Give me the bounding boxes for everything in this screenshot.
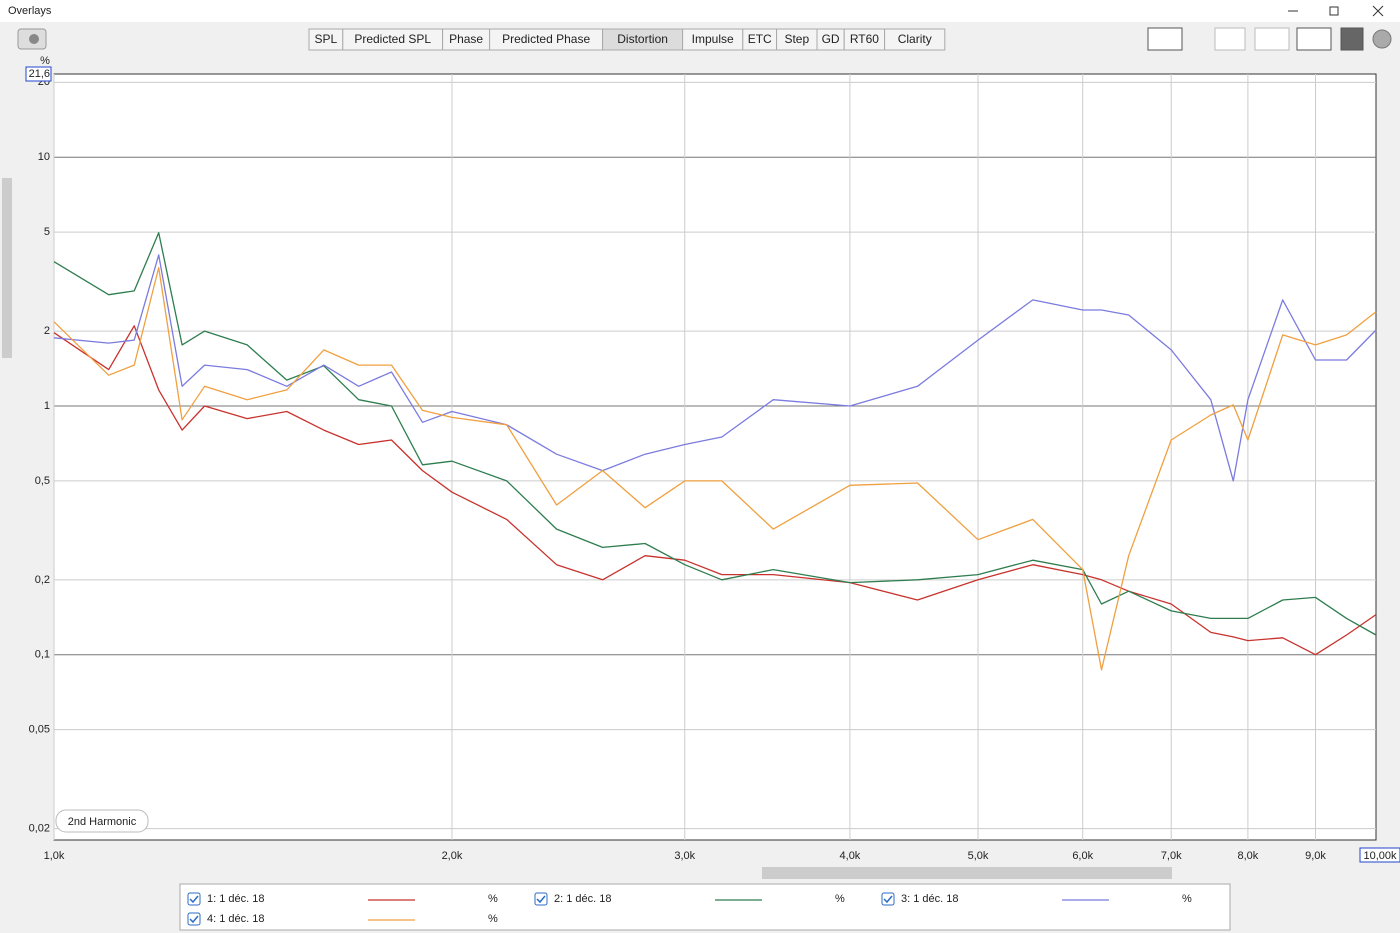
x-tick-label: 9,0k — [1305, 850, 1326, 862]
plot-area — [53, 73, 1377, 841]
legend-unit: % — [488, 913, 498, 925]
y-tick-label: 2 — [44, 325, 50, 337]
settings-button[interactable] — [1372, 29, 1392, 49]
legend-name: 4: 1 déc. 18 — [207, 913, 265, 925]
tab-label[interactable]: Distortion — [617, 32, 668, 46]
series-line — [53, 325, 1377, 656]
legend-check[interactable] — [536, 895, 546, 904]
close[interactable] — [1372, 5, 1384, 17]
y-tick-label: 0,05 — [29, 724, 50, 736]
trace-arrange-button[interactable] — [1147, 27, 1183, 51]
x-tick-label: 8,0k — [1237, 850, 1258, 862]
restore[interactable] — [1329, 6, 1339, 16]
x-max-box — [1359, 847, 1400, 863]
annotation-box — [55, 809, 149, 833]
tab-label[interactable]: Predicted SPL — [354, 32, 431, 46]
x-tick-label: 4,0k — [840, 850, 861, 862]
layout-button[interactable] — [1214, 27, 1246, 51]
series-line — [53, 254, 1377, 482]
tab-label[interactable]: Phase — [449, 32, 483, 46]
tab-label[interactable]: RT60 — [850, 32, 879, 46]
tab[interactable]: GD — [816, 28, 845, 51]
annotation: 2nd Harmonic — [68, 816, 137, 828]
legend-unit: % — [835, 893, 845, 905]
x-tick-label: 10,00k — [1363, 850, 1397, 862]
tab[interactable]: Step — [776, 28, 818, 51]
legend-unit: % — [1182, 893, 1192, 905]
columns-button[interactable] — [1254, 27, 1290, 51]
y-tick-label: 0,02 — [29, 823, 50, 835]
y-tick-label: 21,6 — [29, 68, 50, 80]
legend-checkbox[interactable] — [881, 892, 895, 906]
x-tick-label: 2,0k — [442, 850, 463, 862]
legend — [179, 883, 1231, 931]
legend-name: 2: 1 déc. 18 — [554, 893, 612, 905]
y-tick-label: 10 — [38, 151, 50, 163]
legend-checkbox[interactable] — [187, 892, 201, 906]
y-tick-label: 0,2 — [35, 574, 50, 586]
tab[interactable]: Phase — [442, 28, 491, 51]
y-tick-label: 5 — [44, 226, 50, 238]
tab[interactable]: SPL — [308, 28, 344, 51]
h-scroll-thumb[interactable] — [762, 867, 1172, 879]
x-tick-label: 5,0k — [968, 850, 989, 862]
tab[interactable]: ETC — [742, 28, 778, 51]
series-line — [53, 266, 1377, 671]
h-scrollbar[interactable] — [54, 866, 1376, 880]
legend-name: 3: 1 déc. 18 — [901, 893, 959, 905]
tab-bg[interactable] — [884, 28, 946, 51]
y-max-box — [25, 66, 52, 82]
legend-check[interactable] — [883, 895, 893, 904]
tab-label[interactable]: SPL — [315, 32, 338, 46]
tab[interactable]: RT60 — [843, 28, 886, 51]
legend-checkbox[interactable] — [534, 892, 548, 906]
legend-check[interactable] — [189, 895, 199, 904]
right-toolbar — [1147, 27, 1392, 51]
tab-label[interactable]: Step — [784, 32, 809, 46]
x-tick-label: 7,0k — [1161, 850, 1182, 862]
tab-label[interactable]: Clarity — [898, 32, 932, 46]
window-controls[interactable] — [1288, 5, 1384, 17]
y-tick-label: 0,1 — [35, 649, 50, 661]
tab[interactable]: Clarity — [884, 28, 946, 51]
title-bar — [0, 0, 1400, 22]
tab-label[interactable]: Predicted Phase — [502, 32, 590, 46]
camera-icon — [29, 34, 39, 44]
v-scroll-thumb[interactable] — [2, 178, 12, 358]
y-unit: % — [40, 55, 50, 67]
x-tick-label: 3,0k — [674, 850, 695, 862]
tab-label[interactable]: ETC — [748, 32, 772, 46]
window-title: Overlays — [8, 5, 52, 17]
legend-name: 1: 1 déc. 18 — [207, 893, 265, 905]
x-tick-label: 1,0k — [44, 850, 65, 862]
x-tick-label: 6,0k — [1072, 850, 1093, 862]
fit-button[interactable] — [1296, 27, 1332, 51]
tab-label[interactable]: GD — [822, 32, 840, 46]
legend-check[interactable] — [189, 915, 199, 924]
series-line — [53, 232, 1377, 636]
controls-button[interactable] — [1340, 27, 1364, 51]
legend-unit: % — [488, 893, 498, 905]
tab-label[interactable]: Impulse — [692, 32, 734, 46]
y-tick-label: 0,5 — [35, 475, 50, 487]
tab[interactable]: Predicted SPL — [342, 28, 444, 51]
legend-checkbox[interactable] — [187, 912, 201, 926]
tab[interactable]: Predicted Phase — [489, 28, 604, 51]
tab[interactable]: Impulse — [682, 28, 744, 51]
tab[interactable]: Distortion — [602, 28, 684, 51]
y-tick-label: 1 — [44, 400, 50, 412]
